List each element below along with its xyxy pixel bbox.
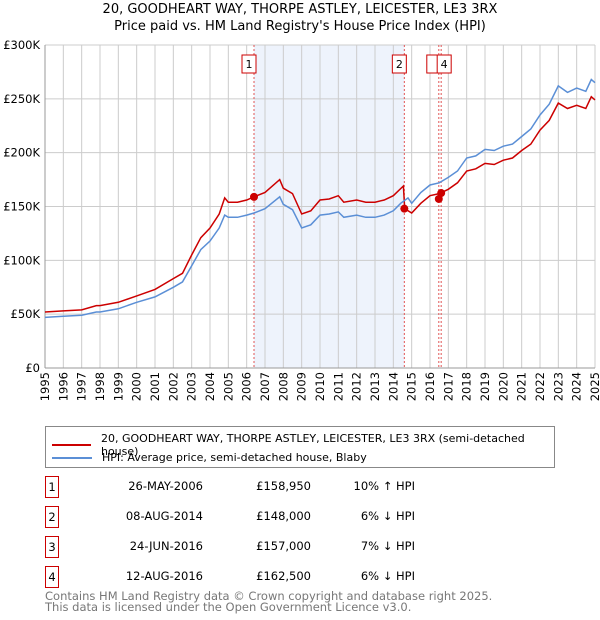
y-tick-label: £0 xyxy=(25,361,40,375)
x-tick-label: 2020 xyxy=(496,372,510,401)
x-tick-label: 2017 xyxy=(441,372,455,401)
sale-price: £158,950 xyxy=(256,479,311,493)
sale-date: 24-JUN-2016 xyxy=(129,539,203,553)
x-tick-label: 2015 xyxy=(405,372,419,401)
sale-number: 4 xyxy=(45,566,59,588)
x-tick-label: 2005 xyxy=(221,372,235,401)
sale-price: £157,000 xyxy=(256,539,311,553)
sale-row: 3 24-JUN-2016 £157,000 7% ↓ HPI xyxy=(45,536,445,558)
x-tick-label: 2024 xyxy=(570,372,584,401)
sale-date: 08-AUG-2014 xyxy=(125,509,203,523)
series-line-hpi xyxy=(44,78,596,319)
sale-date: 26-MAY-2006 xyxy=(128,479,203,493)
y-tick-label: £200K xyxy=(3,146,40,160)
chart-subtitle: Price paid vs. HM Land Registry's House … xyxy=(114,19,486,34)
x-tick-label: 2018 xyxy=(460,372,474,401)
sale-label-4: 4 xyxy=(441,58,448,71)
x-tick-label: 2009 xyxy=(295,372,309,401)
legend-swatch-hpi xyxy=(52,456,92,459)
x-tick-label: 2001 xyxy=(148,372,162,401)
x-tick-label: 2014 xyxy=(386,372,400,401)
sale-hpi-diff: 6% ↓ HPI xyxy=(360,569,415,583)
y-tick-label: £300K xyxy=(3,38,40,52)
sale-hpi-diff: 6% ↓ HPI xyxy=(360,509,415,523)
sale-number: 2 xyxy=(45,506,59,528)
sale-price: £162,500 xyxy=(256,569,311,583)
sale-number: 3 xyxy=(45,536,59,558)
x-tick-label: 2007 xyxy=(258,372,272,401)
x-tick-label: 2003 xyxy=(185,372,199,401)
price-chart: 1995 1996 1997 1998 1999 2000 2001 2002 2003 2004… xyxy=(3,38,600,401)
x-tick-label: 2021 xyxy=(515,372,529,401)
sale-hpi-diff: 10% ↑ HPI xyxy=(353,479,415,493)
legend-label-property: 20, GOODHEART WAY, THORPE ASTLEY, LEICES… xyxy=(100,432,525,458)
y-tick-label: £150K xyxy=(3,200,40,214)
sale-hpi-diff: 7% ↓ HPI xyxy=(360,539,415,553)
y-tick-label: £250K xyxy=(3,92,40,106)
sale-label-box-2 xyxy=(391,54,407,74)
sale-label-1: 1 xyxy=(246,58,253,71)
x-tick-label: 2000 xyxy=(130,372,144,401)
x-tick-label: 2025 xyxy=(588,372,600,401)
sale-date: 12-AUG-2016 xyxy=(125,569,203,583)
legend-label-hpi: HPI: Average price, semi-detached house,… xyxy=(102,451,367,464)
sale-point-4 xyxy=(437,189,446,198)
x-tick-label: 2011 xyxy=(331,372,345,401)
legend-item-property: 20, GOODHEART WAY, THORPE ASTLEY, LEICES… xyxy=(52,432,554,458)
x-tick-label: 2008 xyxy=(276,372,290,401)
chart-title: 20, GOODHEART WAY, THORPE ASTLEY, LEICES… xyxy=(102,2,498,17)
x-tick-label: 1995 xyxy=(38,372,52,401)
x-tick-label: 1997 xyxy=(75,372,89,401)
x-tick-label: 2013 xyxy=(368,372,382,401)
y-tick-label: £100K xyxy=(3,253,40,267)
series-line-property xyxy=(44,95,596,313)
x-tick-label: 1998 xyxy=(93,372,107,401)
footer-line-1: Contains HM Land Registry data © Crown c… xyxy=(45,589,493,603)
legend-item-hpi: HPI: Average price, semi-detached house,… xyxy=(52,451,367,464)
y-tick-label: £50K xyxy=(11,307,41,321)
sale-row: 1 26-MAY-2006 £158,950 10% ↑ HPI xyxy=(45,476,445,498)
x-tick-label: 2022 xyxy=(533,372,547,401)
legend-swatch-property xyxy=(52,444,91,446)
legend: 20, GOODHEART WAY, THORPE ASTLEY, LEICES… xyxy=(45,426,555,468)
sale-point-2 xyxy=(400,204,409,213)
x-tick-label: 2004 xyxy=(203,372,217,401)
x-tick-label: 2006 xyxy=(240,372,254,401)
x-tick-label: 2002 xyxy=(166,372,180,401)
x-tick-label: 1996 xyxy=(56,372,70,401)
x-tick-label: 2019 xyxy=(478,372,492,401)
sale-label-box-4 xyxy=(436,54,452,74)
x-tick-label: 1999 xyxy=(111,372,125,401)
sale-point-1 xyxy=(250,192,258,201)
sale-price: £148,000 xyxy=(256,509,311,523)
sale-label-box-1 xyxy=(241,54,257,74)
sale-number: 1 xyxy=(45,476,59,498)
sale-row: 4 12-AUG-2016 £162,500 6% ↓ HPI xyxy=(45,566,445,588)
x-tick-label: 2010 xyxy=(313,372,327,401)
x-tick-label: 2012 xyxy=(350,372,364,401)
sale-label-2: 2 xyxy=(396,58,403,71)
x-tick-label: 2023 xyxy=(551,372,565,401)
sale-row: 2 08-AUG-2014 £148,000 6% ↓ HPI xyxy=(45,506,445,528)
footer-line-2: This data is licensed under the Open Gov… xyxy=(45,600,412,614)
x-tick-label: 2016 xyxy=(423,372,437,401)
